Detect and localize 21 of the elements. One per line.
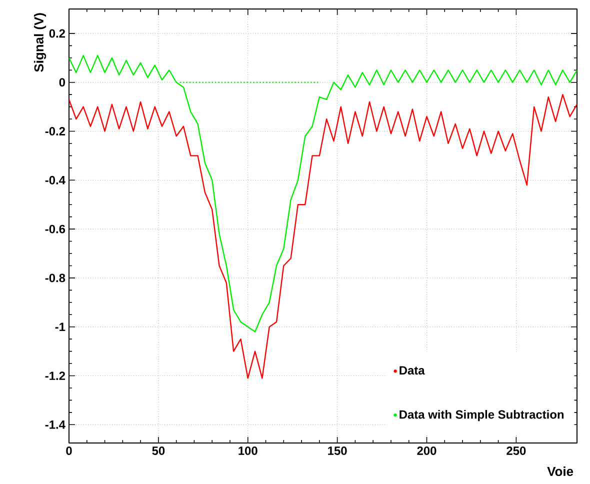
x-tick-label: 250 xyxy=(506,446,526,455)
x-tick-label: 50 xyxy=(152,446,165,455)
y-tick-label: -1 xyxy=(55,322,66,331)
y-tick-label: -0.6 xyxy=(45,224,66,234)
y-tick-label: -1.4 xyxy=(45,420,66,429)
y-tick-label: -0.8 xyxy=(45,274,66,282)
line-series xyxy=(69,54,578,332)
line-series xyxy=(69,94,578,379)
x-tick-label: 150 xyxy=(328,446,347,455)
x-tick-label: 200 xyxy=(417,446,436,455)
legend-label: Data xyxy=(400,366,425,375)
legend-label: Data with Simple Subtraction xyxy=(400,410,564,422)
y-tick-label: 0 xyxy=(59,78,65,87)
x-tick-label: 0 xyxy=(66,446,72,455)
x-axis-title: Voie xyxy=(547,466,574,476)
y-tick-label: -0.2 xyxy=(45,127,66,136)
x-tick-label: 100 xyxy=(238,446,258,455)
y-tick-label: -0.4 xyxy=(45,176,66,184)
y-axis-title: Signal (V) xyxy=(34,13,46,72)
y-tick-label: -1.2 xyxy=(45,372,66,380)
y-tick-label: 0.2 xyxy=(49,29,66,38)
